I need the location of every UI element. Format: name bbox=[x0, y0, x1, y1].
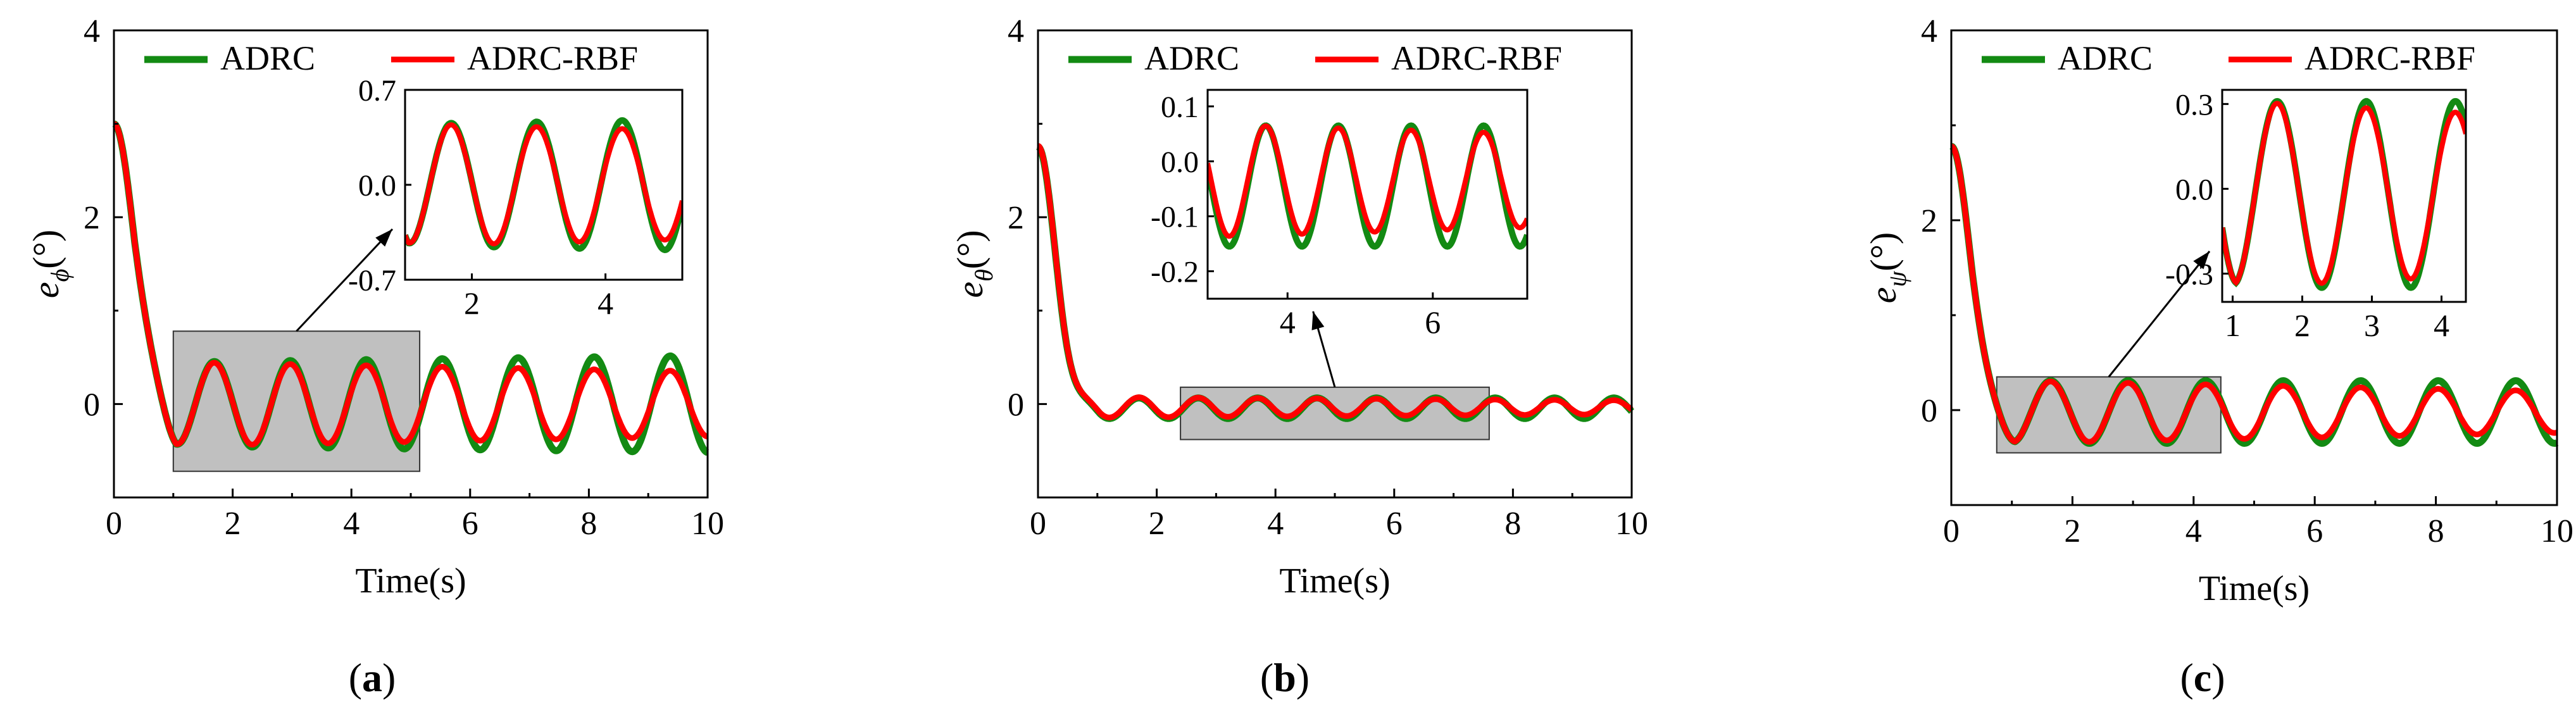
inset-y-tick-label: 0.0 bbox=[2175, 173, 2213, 206]
inset-y-tick-label: -0.1 bbox=[1151, 201, 1199, 234]
zoom-region-box bbox=[172, 330, 421, 472]
legend-label: ADRC bbox=[1144, 39, 1239, 77]
inset-y-tick-label: -0.2 bbox=[1151, 256, 1199, 289]
inset-y-tick-label: -0.7 bbox=[348, 264, 396, 297]
y-axis-label: eθ(°) bbox=[949, 230, 998, 297]
x-tick-label: 0 bbox=[1030, 506, 1046, 542]
x-tick-label: 0 bbox=[106, 506, 122, 542]
panel-label: (c) bbox=[2180, 655, 2225, 700]
y-tick-label: 0 bbox=[1008, 387, 1024, 423]
y-axis-label: eϕ(°) bbox=[25, 230, 74, 298]
inset-y-tick-label: -0.3 bbox=[2165, 258, 2213, 291]
panel-a: 0 2 4 6 8 10 0 2 4 Time(s) eϕ(°) ADRC ADRC-RBF 2 4 0.7 0… bbox=[25, 13, 724, 700]
series-line-adrc-rbf bbox=[112, 121, 710, 448]
inset-y-tick-label: 0.7 bbox=[358, 74, 396, 108]
inset-x-tick-label: 4 bbox=[2434, 308, 2449, 343]
inset-x-tick-label: 3 bbox=[2364, 308, 2380, 343]
inset: 1 2 3 4 0.3 0.0 -0.3 bbox=[2165, 88, 2467, 343]
x-tick-label: 6 bbox=[2306, 513, 2323, 549]
inset: 2 4 0.7 0.0 -0.7 bbox=[348, 74, 684, 321]
inset-frame bbox=[1206, 89, 1529, 300]
x-tick-label: 6 bbox=[1386, 506, 1403, 542]
x-axis-label: Time(s) bbox=[355, 561, 466, 601]
inset-y-tick-label: 0.3 bbox=[2175, 88, 2213, 122]
x-tick-label: 0 bbox=[1943, 513, 1960, 549]
inset-series-line-adrc-rbf bbox=[2222, 101, 2466, 287]
zoom-arrow-line bbox=[2108, 251, 2211, 378]
legend-label: ADRC-RBF bbox=[467, 39, 638, 77]
legend-label: ADRC-RBF bbox=[2304, 39, 2475, 77]
x-tick-label: 4 bbox=[343, 506, 360, 542]
x-tick-label: 8 bbox=[1504, 506, 1521, 542]
inset-x-tick-label: 4 bbox=[597, 285, 613, 321]
x-tick-label: 10 bbox=[1615, 506, 1648, 542]
series-line-adrc-rbf bbox=[1949, 143, 2559, 445]
x-tick-label: 4 bbox=[1267, 506, 1284, 542]
inset-x-tick-label: 6 bbox=[1425, 304, 1441, 340]
x-tick-label: 2 bbox=[2064, 513, 2080, 549]
legend-label: ADRC bbox=[2058, 39, 2153, 77]
y-axis-label: eψ(°) bbox=[1863, 232, 1911, 303]
x-tick-label: 8 bbox=[2428, 513, 2444, 549]
inset-background bbox=[1208, 90, 1527, 299]
inset-x-tick-label: 2 bbox=[2294, 308, 2310, 343]
x-axis-label: Time(s) bbox=[2199, 569, 2310, 608]
inset-frame bbox=[2221, 89, 2467, 303]
x-tick-label: 6 bbox=[462, 506, 478, 542]
inset-y-tick-label: 0.0 bbox=[1161, 146, 1199, 179]
y-tick-label: 2 bbox=[84, 200, 100, 236]
x-tick-label: 4 bbox=[2185, 513, 2202, 549]
panel-label: (b) bbox=[1260, 655, 1310, 700]
inset: 4 6 0.1 0.0 -0.1 -0.2 bbox=[1151, 89, 1529, 340]
inset-series-line-adrc-rbf bbox=[405, 122, 682, 247]
inset-x-tick-label: 2 bbox=[464, 285, 480, 321]
zoom-arrow-line bbox=[296, 228, 394, 332]
panel-b: 0 2 4 6 8 10 0 2 4 Time(s) eθ(°) ADRC ADRC-RBF 4 6 0.1 0… bbox=[949, 13, 1648, 700]
y-tick-label: 4 bbox=[1921, 13, 1937, 49]
inset-x-tick-label: 4 bbox=[1280, 304, 1296, 340]
legend-label: ADRC-RBF bbox=[1391, 39, 1562, 77]
y-tick-label: 2 bbox=[1921, 203, 1937, 239]
zoom-arrow-head bbox=[2193, 251, 2210, 270]
y-tick-label: 2 bbox=[1008, 200, 1024, 236]
y-tick-label: 0 bbox=[1921, 393, 1937, 429]
zoom-arrow-head bbox=[1311, 311, 1325, 330]
panel-c: 0 2 4 6 8 10 0 2 4 Time(s) eψ(°) ADRC ADRC-RBF 1 2 3 4 0.… bbox=[1863, 13, 2573, 700]
y-tick-label: 4 bbox=[1008, 13, 1024, 49]
x-tick-label: 10 bbox=[691, 506, 724, 542]
series-line-adrc-rbf bbox=[1036, 143, 1634, 421]
x-tick-label: 2 bbox=[1149, 506, 1165, 542]
panel-label: (a) bbox=[349, 655, 396, 700]
inset-y-tick-label: 0.0 bbox=[358, 169, 396, 203]
inset-x-tick-label: 1 bbox=[2225, 308, 2241, 343]
inset-series-line-adrc-rbf bbox=[1208, 123, 1527, 239]
x-tick-label: 2 bbox=[225, 506, 241, 542]
y-tick-label: 0 bbox=[84, 387, 100, 423]
x-axis-label: Time(s) bbox=[1279, 561, 1390, 601]
x-tick-label: 10 bbox=[2541, 513, 2573, 549]
inset-y-tick-label: 0.1 bbox=[1161, 91, 1199, 124]
zoom-arrow-head bbox=[375, 229, 392, 247]
legend-label: ADRC bbox=[220, 39, 315, 77]
y-tick-label: 4 bbox=[84, 13, 100, 49]
x-tick-label: 8 bbox=[580, 506, 597, 542]
